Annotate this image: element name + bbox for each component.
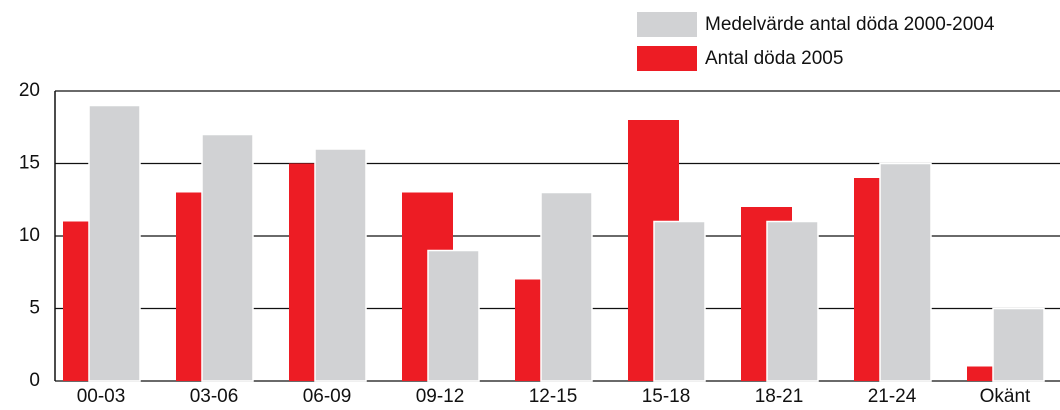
bar (88, 104, 141, 382)
bar (879, 162, 932, 382)
x-tick-label: 15-18 (642, 386, 691, 407)
x-tick-label: 00-03 (77, 386, 126, 407)
legend-label: Antal döda 2005 (705, 48, 843, 69)
x-tick-label: 09-12 (416, 386, 465, 407)
legend-swatch (637, 12, 697, 37)
bar (427, 249, 480, 382)
x-tick-label: 21-24 (868, 386, 917, 407)
x-tick-label: 18-21 (755, 386, 804, 407)
x-tick-label: 03-06 (190, 386, 239, 407)
x-tick-label: 06-09 (303, 386, 352, 407)
y-tick-label: 5 (29, 298, 40, 319)
bar (314, 148, 367, 382)
x-tick-label: 12-15 (529, 386, 578, 407)
bar (201, 133, 254, 382)
bar (766, 220, 819, 382)
bar (653, 220, 706, 382)
legend-swatch (637, 46, 697, 71)
x-tick-label: Okänt (980, 386, 1031, 407)
y-tick-label: 20 (19, 80, 40, 101)
y-tick-label: 15 (19, 153, 40, 174)
bar (540, 191, 593, 382)
y-tick-label: 10 (19, 225, 40, 246)
legend-label: Medelvärde antal döda 2000-2004 (705, 14, 995, 35)
y-tick-label: 0 (29, 370, 40, 391)
bar (992, 307, 1045, 382)
